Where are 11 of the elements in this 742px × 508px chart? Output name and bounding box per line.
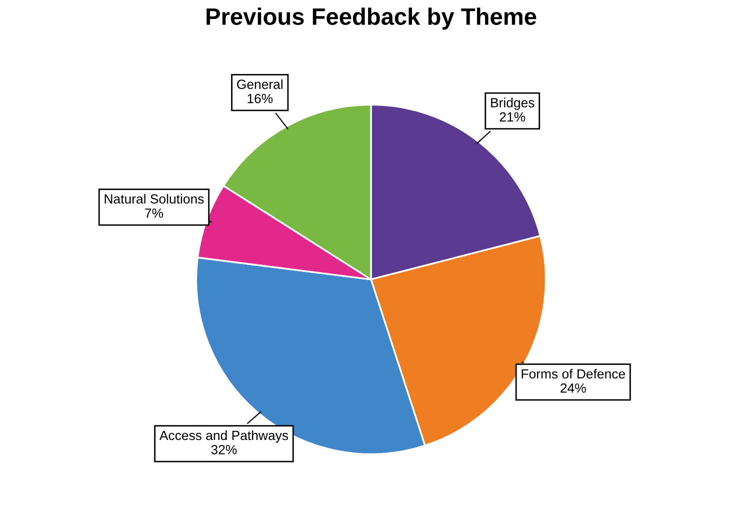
data-label: 24% (560, 383, 586, 393)
data-label: 32% (211, 444, 237, 454)
slice-label: Access and Pathways (159, 430, 288, 443)
slice-label: Bridges (491, 98, 534, 110)
slice-label: Natural Solutions (104, 194, 204, 204)
data-label: 7% (145, 208, 164, 218)
slice-label: General (237, 79, 282, 90)
data-label: 16% (248, 94, 273, 104)
data-label: 21% (500, 112, 526, 122)
slice-label: Forms of Defence (522, 368, 625, 379)
chart-title: Previous Feedback by Theme (206, 8, 536, 30)
